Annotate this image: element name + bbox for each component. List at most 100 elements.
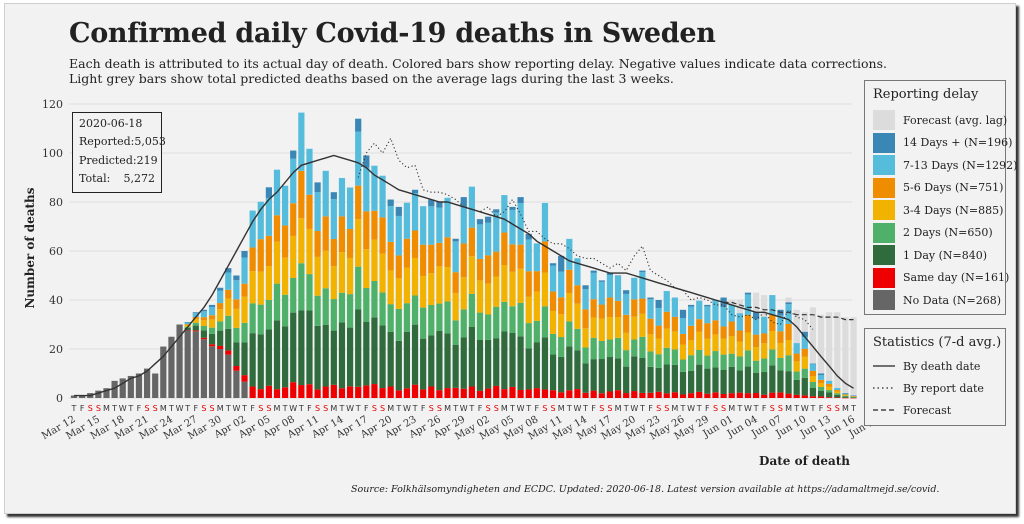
weekday-letter: S — [494, 404, 499, 413]
weekday-letter: F — [819, 404, 824, 413]
bar-segment — [549, 265, 557, 292]
bar-segment — [606, 275, 614, 298]
bar-segment — [468, 256, 475, 294]
stats-item: By report date — [865, 377, 1005, 399]
bar-segment — [152, 373, 159, 398]
bar-segment — [363, 288, 370, 322]
weekday-letter: S — [721, 404, 726, 413]
weekday-letter: M — [444, 404, 451, 413]
bar-segment — [436, 242, 443, 267]
bar-segment — [826, 383, 833, 387]
legend-item: Forecast (avg. lag) — [865, 109, 1007, 132]
bar-segment — [363, 167, 370, 212]
weekday-letter: M — [160, 404, 167, 413]
forecast-bar — [834, 312, 841, 398]
bar-segment — [785, 302, 792, 305]
bar-segment — [493, 209, 500, 213]
bar-segment — [290, 150, 297, 159]
weekday-letter: S — [323, 404, 328, 413]
bar-segment — [720, 326, 727, 339]
bar-segment — [509, 306, 516, 333]
bar-segment — [834, 393, 841, 395]
weekday-letter: S — [258, 404, 263, 413]
bar-segment — [249, 303, 256, 334]
bar-segment — [428, 199, 435, 207]
weekday-letter: M — [785, 404, 792, 413]
bar-segment — [850, 395, 857, 397]
bar-segment — [355, 185, 362, 220]
bar-segment — [752, 372, 760, 394]
bar-segment — [460, 388, 467, 398]
bar-segment — [208, 344, 216, 347]
bar-segment — [338, 292, 346, 323]
bar-segment — [525, 348, 532, 390]
bar-segment — [850, 397, 857, 399]
bar-segment — [549, 291, 557, 311]
legend-label: Same day (N=161) — [903, 271, 1010, 285]
bar-segment — [485, 216, 492, 223]
bar-segment — [208, 319, 216, 328]
bar-segment — [809, 376, 817, 382]
bar-segment — [777, 370, 784, 393]
bar-segment — [785, 304, 792, 324]
bar-segment — [533, 342, 540, 389]
bar-segment — [777, 342, 784, 358]
bar-segment — [217, 345, 224, 349]
bar-segment — [826, 397, 833, 398]
bar-segment — [436, 202, 443, 208]
bar-segment — [679, 333, 687, 345]
bar-segment — [623, 366, 630, 394]
legend-swatch — [873, 245, 895, 266]
bar-segment — [704, 338, 711, 356]
legend-label: 1 Day (N=840) — [903, 248, 988, 262]
bar-segment — [517, 197, 524, 204]
bar-segment — [493, 212, 500, 252]
weekday-letter: F — [478, 404, 483, 413]
chart-subtitle: Each death is attributed to its actual d… — [69, 56, 887, 86]
bar-segment — [842, 394, 849, 396]
bar-segment — [558, 392, 565, 398]
forecast-bar — [826, 312, 833, 398]
weekday-letter: T — [184, 404, 190, 413]
forecast-line — [723, 301, 854, 321]
bar-segment — [509, 271, 516, 307]
bar-segment — [290, 312, 297, 383]
bar-segment — [338, 178, 346, 217]
bar-segment — [282, 326, 289, 388]
weekday-letter: S — [713, 404, 718, 413]
bar-segment — [265, 197, 272, 236]
summary-total-value: 5,272 — [123, 172, 156, 185]
bar-segment — [282, 225, 289, 258]
bar-segment — [639, 336, 646, 359]
bar-segment — [452, 272, 459, 294]
bar-segment — [850, 396, 857, 398]
legend-item: No Data (N=268) — [865, 289, 1005, 312]
bar-segment — [200, 339, 208, 398]
weekday-letter: S — [266, 404, 271, 413]
bar-segment — [460, 197, 467, 208]
chart-title: Confirmed daily Covid-19 deaths in Swede… — [69, 18, 716, 49]
bar-segment — [826, 392, 833, 398]
stats-line-sample — [873, 365, 895, 367]
bar-segment — [436, 207, 443, 243]
bar-segment — [728, 393, 735, 398]
bar-segment — [273, 320, 281, 390]
bar-segment — [558, 337, 565, 357]
bar-segment — [834, 397, 841, 398]
bar-segment — [379, 292, 386, 326]
bar-segment — [688, 355, 695, 371]
summary-reported-label: Reported: — [79, 135, 135, 148]
stats-line-sample — [873, 409, 895, 411]
weekday-letter: T — [339, 404, 345, 413]
bar-segment — [444, 333, 451, 389]
bar-segment — [834, 394, 841, 398]
weekday-letter: S — [210, 404, 215, 413]
bar-segment — [826, 380, 833, 384]
bar-segment — [541, 272, 549, 307]
bar-segment — [420, 338, 427, 390]
weekday-letter: T — [395, 404, 401, 413]
bar-segment — [752, 347, 760, 361]
bar-segment — [744, 332, 752, 351]
bar-segment — [200, 325, 208, 331]
bar-segment — [720, 369, 727, 394]
